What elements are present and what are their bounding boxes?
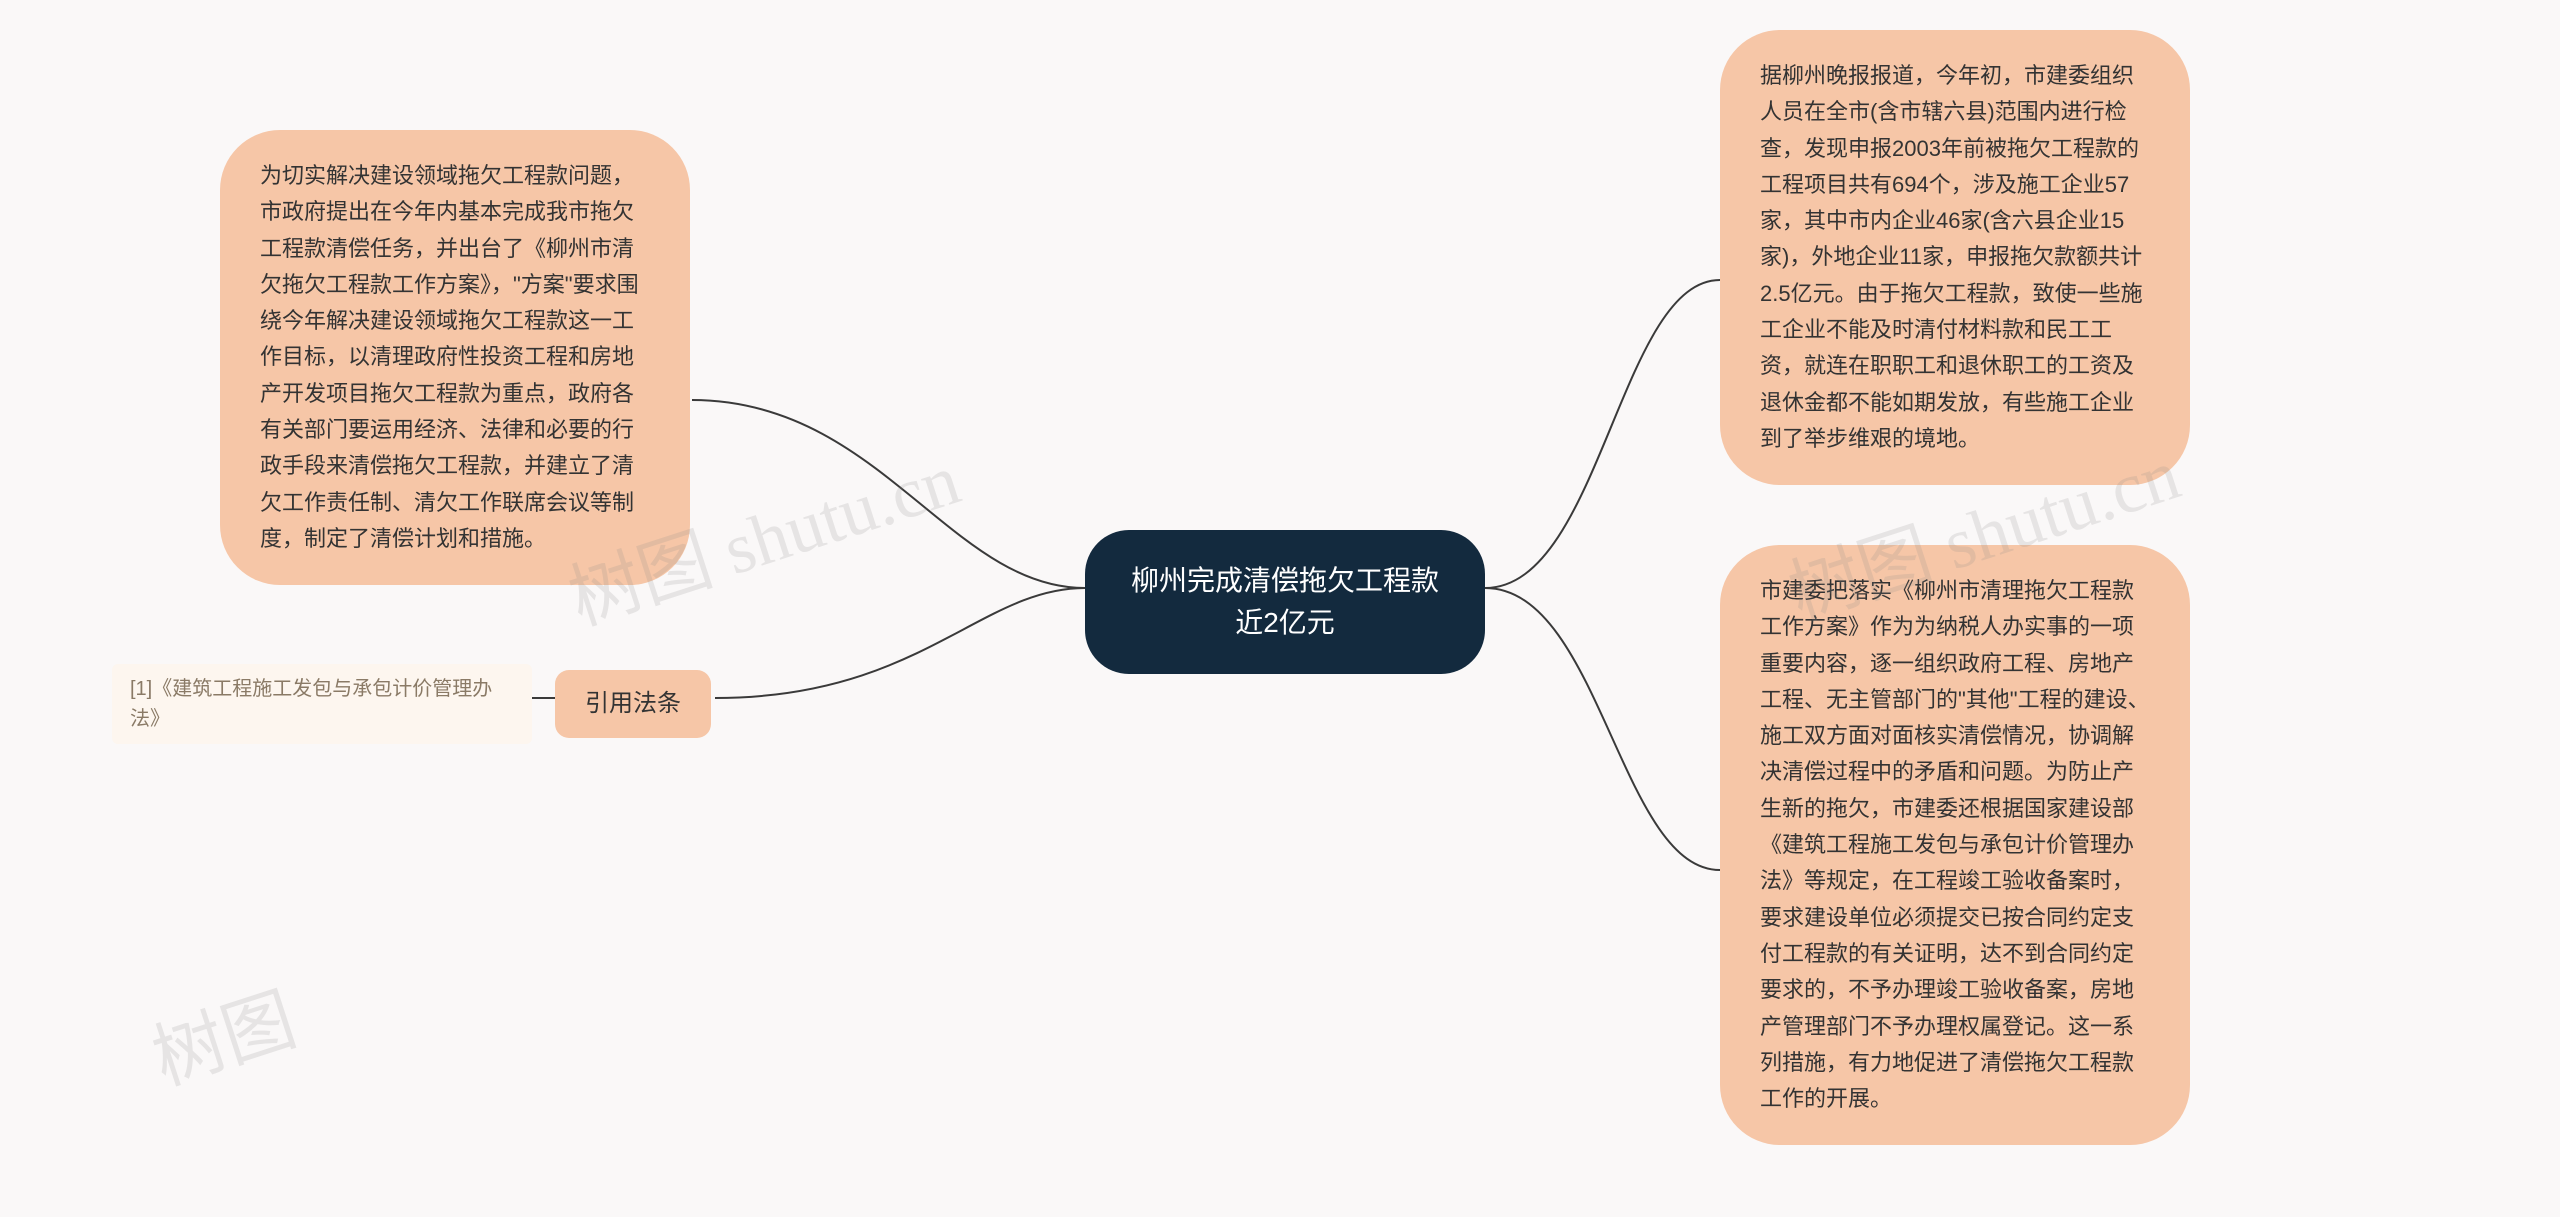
branch-right-bottom[interactable]: 市建委把落实《柳州市清理拖欠工程款工作方案》作为为纳税人办实事的一项重要内容，逐… <box>1720 545 2190 1145</box>
branch-right-top-text: 据柳州晚报报道，今年初，市建委组织人员在全市(含市辖六县)范围内进行检查，发现申… <box>1760 63 2143 451</box>
branch-left-top[interactable]: 为切实解决建设领域拖欠工程款问题，市政府提出在今年内基本完成我市拖欠工程款清偿任… <box>220 130 690 585</box>
watermark: 树图 <box>137 960 306 1104</box>
connector <box>1485 588 1720 870</box>
mindmap-canvas: 柳州完成清偿拖欠工程款 近2亿元 为切实解决建设领域拖欠工程款问题，市政府提出在… <box>0 0 2560 1217</box>
branch-citation-text: 引用法条 <box>585 690 681 717</box>
connector <box>715 588 1085 698</box>
branch-citation[interactable]: 引用法条 <box>555 670 711 738</box>
branch-right-bottom-text: 市建委把落实《柳州市清理拖欠工程款工作方案》作为为纳税人办实事的一项重要内容，逐… <box>1760 578 2150 1111</box>
center-title-line1: 柳州完成清偿拖欠工程款 <box>1125 560 1445 602</box>
connector <box>692 400 1085 588</box>
branch-right-top[interactable]: 据柳州晚报报道，今年初，市建委组织人员在全市(含市辖六县)范围内进行检查，发现申… <box>1720 30 2190 485</box>
center-title-line2: 近2亿元 <box>1125 602 1445 644</box>
citation-leaf-text: [1]《建筑工程施工发包与承包计价管理办法》 <box>130 678 492 730</box>
branch-left-top-text: 为切实解决建设领域拖欠工程款问题，市政府提出在今年内基本完成我市拖欠工程款清偿任… <box>260 163 639 551</box>
connector <box>1485 280 1720 588</box>
center-node[interactable]: 柳州完成清偿拖欠工程款 近2亿元 <box>1085 530 1485 674</box>
citation-leaf[interactable]: [1]《建筑工程施工发包与承包计价管理办法》 <box>112 664 532 744</box>
